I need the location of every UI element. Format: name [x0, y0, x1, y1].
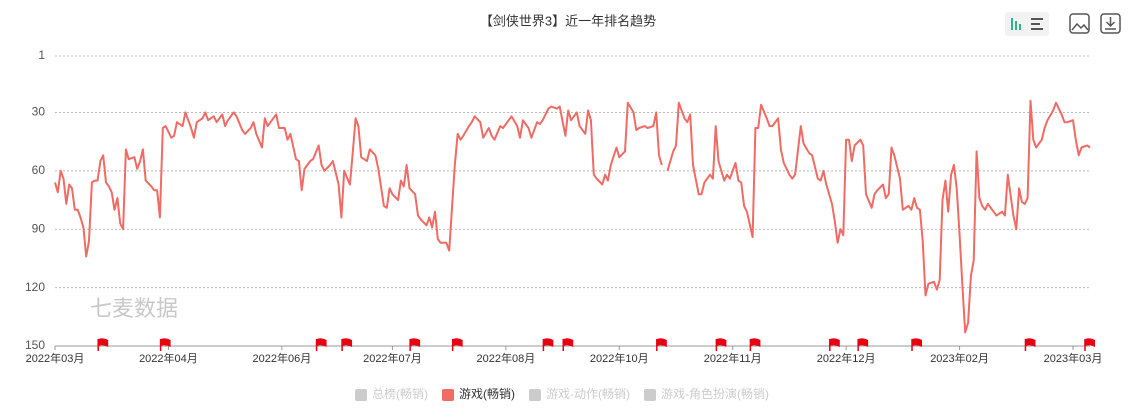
legend-swatch	[355, 389, 367, 401]
flag-cloth	[543, 338, 554, 347]
event-flag[interactable]	[829, 338, 840, 351]
y-tick-label: 150	[25, 338, 45, 352]
x-tick-label: 2022年11月	[704, 351, 762, 365]
event-flag[interactable]	[542, 338, 554, 351]
legend-label: 游戏-角色扮演(畅销)	[661, 386, 769, 401]
x-tick-label: 2023年03月	[1044, 351, 1103, 365]
event-flag[interactable]	[97, 338, 109, 351]
flag-cloth	[716, 338, 727, 347]
data-download[interactable]	[1100, 13, 1121, 34]
flag-cloth	[829, 338, 840, 347]
event-flag[interactable]	[1084, 338, 1095, 351]
x-tick-label: 2022年12月	[817, 351, 876, 365]
download-icon	[1105, 17, 1116, 30]
series-line	[54, 99, 1091, 334]
x-tick-label: 2022年06月	[252, 351, 311, 365]
event-flag[interactable]	[1024, 338, 1036, 351]
flag-cloth	[1085, 338, 1095, 347]
event-flag[interactable]	[715, 338, 727, 351]
y-tick-label: 90	[32, 221, 46, 235]
y-tick-label: 1	[38, 48, 45, 62]
flag-cloth	[858, 338, 869, 347]
flag-cloth	[316, 338, 327, 347]
event-flag[interactable]	[159, 338, 171, 351]
x-tick-label: 2022年10月	[590, 351, 649, 365]
x-tick-label: 2022年03月	[26, 351, 85, 365]
legend-label: 总榜(畅销)	[372, 386, 428, 401]
x-tick-label: 2022年08月	[477, 351, 536, 365]
bar-icon[interactable]	[1011, 18, 1021, 30]
watermark: 七麦数据	[90, 296, 178, 321]
chart-title: 【剑侠世界3】近一年排名趋势	[480, 13, 656, 28]
event-flag[interactable]	[341, 338, 353, 351]
event-flag[interactable]	[409, 338, 421, 351]
flag-cloth	[1025, 338, 1036, 347]
legend-label: 游戏(畅销)	[459, 387, 515, 401]
legend-item[interactable]: 游戏(畅销)	[442, 387, 515, 401]
flag-cloth	[410, 338, 421, 347]
event-flag[interactable]	[857, 338, 869, 351]
y-tick-label: 30	[32, 105, 46, 119]
x-tick-label: 2022年04月	[139, 351, 198, 365]
image-icon	[1071, 22, 1089, 31]
event-flag[interactable]	[749, 338, 761, 351]
flag-cloth	[160, 338, 171, 347]
event-flag[interactable]	[911, 338, 923, 351]
flag-cloth	[750, 338, 761, 347]
x-tick-label: 2022年07月	[363, 351, 422, 365]
y-tick-label: 120	[25, 280, 45, 294]
legend-swatch	[644, 389, 656, 401]
legend-swatch	[529, 389, 541, 401]
legend-item[interactable]: 游戏-动作(畅销)	[529, 387, 630, 401]
legend-item[interactable]: 游戏-角色扮演(畅销)	[644, 386, 769, 401]
flag-cloth	[98, 338, 109, 347]
event-flag[interactable]	[315, 338, 327, 351]
x-tick-label: 2023年02月	[930, 351, 989, 365]
y-tick-label: 60	[32, 163, 46, 177]
legend-item[interactable]: 总榜(畅销)	[355, 386, 428, 401]
legend-label: 游戏-动作(畅销)	[546, 387, 630, 401]
event-flag[interactable]	[656, 338, 667, 351]
toolbar[interactable]	[1005, 12, 1121, 36]
event-flag[interactable]	[451, 338, 463, 351]
flag-cloth	[342, 338, 353, 347]
flag-cloth	[912, 338, 923, 347]
flag-cloth	[656, 338, 667, 347]
legend-swatch	[442, 389, 454, 401]
image-download[interactable]	[1069, 13, 1090, 34]
event-flag[interactable]	[562, 338, 574, 351]
flag-cloth	[452, 338, 463, 347]
flag-cloth	[563, 338, 574, 347]
list-icon[interactable]	[1031, 18, 1043, 30]
